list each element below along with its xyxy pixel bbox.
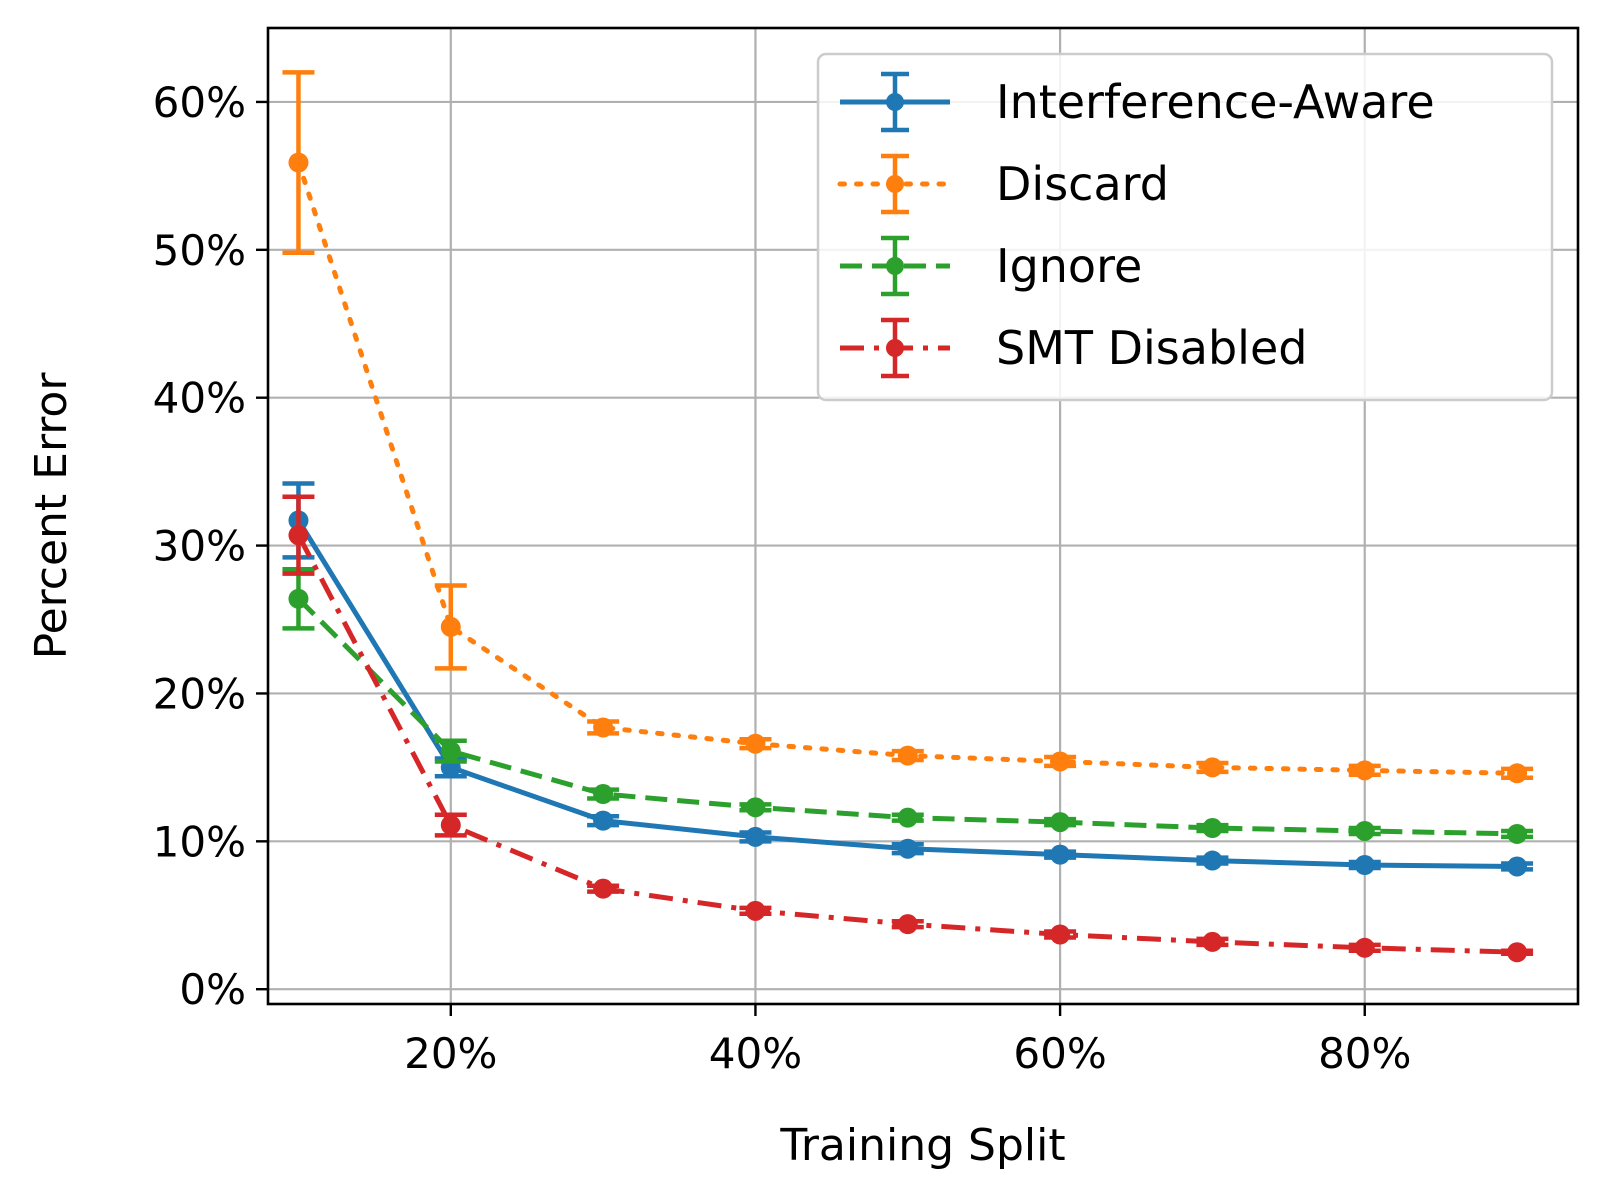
x-tick-label: 60% (1013, 1029, 1106, 1078)
x-tick-label: 40% (709, 1029, 802, 1078)
data-point (288, 152, 309, 173)
y-tick-label: 60% (153, 78, 246, 127)
legend-box (816, 52, 1554, 402)
legend-entry: Interference-Aware (840, 71, 1435, 133)
data-point (440, 815, 461, 836)
data-point (1354, 937, 1375, 958)
data-point (897, 914, 918, 935)
data-point (1507, 942, 1528, 963)
data-point (1050, 751, 1071, 772)
data-point (897, 838, 918, 859)
data-point (1354, 854, 1375, 875)
y-axis-title: Percent Error (26, 372, 77, 660)
data-point (1507, 823, 1528, 844)
data-point (1202, 818, 1223, 839)
series-smt-disabled (282, 494, 1534, 963)
y-tick-label: 50% (153, 226, 246, 275)
series-layer (282, 70, 1534, 963)
data-point (593, 878, 614, 899)
legend-entry: SMT Disabled (840, 317, 1307, 379)
data-point (593, 810, 614, 831)
data-point (1202, 850, 1223, 871)
data-point (288, 525, 309, 546)
y-tick-label: 40% (153, 374, 246, 423)
data-point (1050, 844, 1071, 865)
legend-entry: Discard (837, 153, 1169, 215)
legend-label: SMT Disabled (996, 321, 1307, 375)
data-point (288, 588, 309, 609)
legend-marker (886, 93, 904, 111)
x-tick-label: 80% (1318, 1029, 1411, 1078)
data-point (745, 797, 766, 818)
y-tick-label: 20% (153, 669, 246, 718)
legend-label: Interference-Aware (996, 75, 1435, 129)
x-tick-label: 20% (404, 1029, 497, 1078)
data-point (593, 784, 614, 805)
legend-entry: Ignore (840, 235, 1142, 297)
series-discard (282, 70, 1534, 784)
data-point (1507, 763, 1528, 784)
plot-frame (266, 26, 1580, 1006)
legend-label: Ignore (996, 239, 1142, 293)
y-tick-label: 30% (153, 522, 246, 571)
data-point (593, 717, 614, 738)
data-point (745, 733, 766, 754)
legend-marker (886, 339, 904, 357)
y-tick-label: 10% (153, 817, 246, 866)
axes: 20% 40% 60% 80% 0% 10% 20% 30% 40% 50% 60% (153, 78, 1412, 1078)
x-axis-title: Training Split (779, 1120, 1065, 1171)
data-point (1507, 856, 1528, 877)
data-point (1202, 931, 1223, 952)
legend: Interference-Aware Discard Ignore SMT Disab… (816, 52, 1554, 402)
data-point (1050, 924, 1071, 945)
data-point (1354, 760, 1375, 781)
legend-label: Discard (996, 157, 1169, 211)
data-point (897, 745, 918, 766)
legend-marker (886, 175, 904, 193)
data-point (897, 807, 918, 828)
series-interference-aware (282, 481, 1534, 877)
legend-marker (886, 257, 904, 275)
y-tick-label: 0% (179, 965, 246, 1014)
series-ignore (282, 566, 1534, 844)
data-point (1050, 812, 1071, 833)
data-point (745, 900, 766, 921)
data-point (440, 616, 461, 637)
data-point (1202, 757, 1223, 778)
data-point (1354, 820, 1375, 841)
data-point (745, 826, 766, 847)
data-point (440, 741, 461, 762)
